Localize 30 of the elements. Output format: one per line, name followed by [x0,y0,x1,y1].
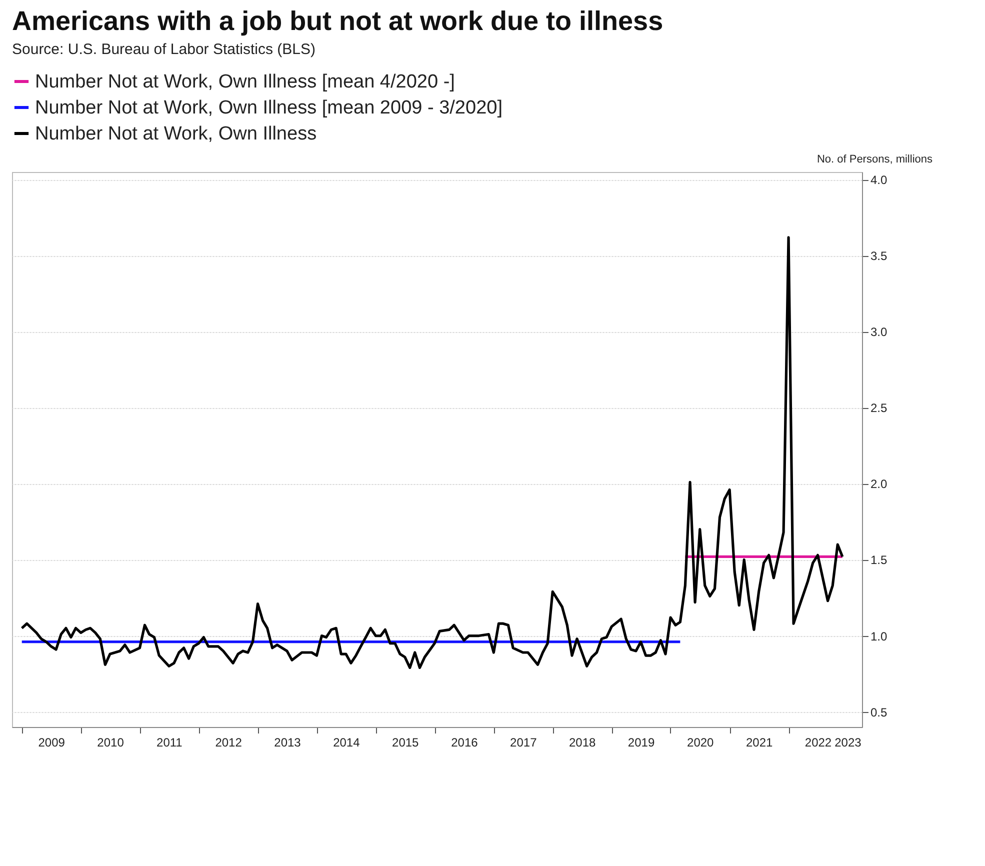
x-tick-label: 2015 [392,736,420,750]
x-tick-label: 2021 [746,736,773,750]
x-tick-label: 2011 [156,736,183,750]
y-tick-label: 0.5 [870,705,888,720]
legend-label: Number Not at Work, Own Illness [mean 2009 - 3/2020] [35,98,502,118]
x-tick-label: 2016 [451,736,478,750]
y-tick-label: 3.5 [870,249,888,264]
chart-title: Americans with a job but not at work due to illness [12,6,664,36]
x-tick-label: 2017 [510,736,538,750]
x-tick-label: 2023 [834,736,862,750]
y-tick-label: 4.0 [870,173,888,188]
x-tick-label: 2019 [628,736,655,750]
y-tick-label: 1.5 [870,553,888,568]
line-series [20,236,844,669]
legend-label: Number Not at Work, Own Illness [35,124,317,144]
legend-label: Number Not at Work, Own Illness [mean 4/2020 -] [35,72,455,92]
x-tick-label: 2014 [333,736,360,750]
y-axis-title: No. of Persons, millions [816,154,933,166]
y-tick-label: 1.0 [870,629,888,644]
x-tick-label: 2013 [274,736,302,750]
y-tick-label: 3.0 [870,325,888,340]
x-tick-label: 2020 [687,736,714,750]
x-tick-label: 2009 [38,736,66,750]
x-tick-label: 2012 [215,736,242,750]
x-tick-label: 2010 [97,736,124,750]
x-tick-label: 2022 [804,736,832,750]
x-tick-label: 2018 [568,736,596,750]
chart-subtitle: Source: U.S. Bureau of Labor Statistics (BLS) [12,41,316,58]
y-tick-label: 2.5 [870,401,888,416]
y-tick-label: 2.0 [870,477,888,492]
